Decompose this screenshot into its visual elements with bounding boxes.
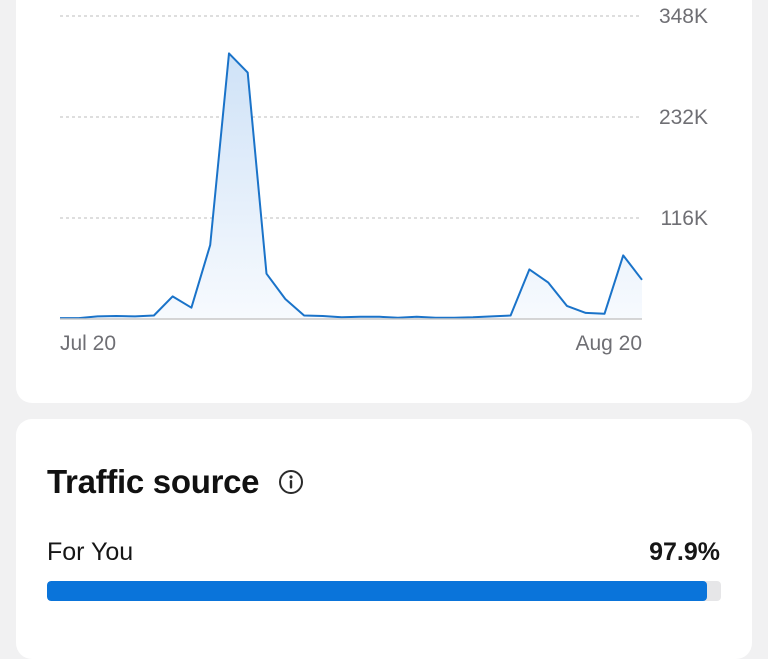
x-tick-label-start: Jul 20 bbox=[60, 332, 116, 355]
source-label-for-you: For You bbox=[47, 538, 133, 567]
series-line bbox=[60, 53, 642, 318]
y-tick-label: 232K bbox=[659, 106, 708, 129]
x-tick-label-end: Aug 20 bbox=[575, 332, 642, 355]
info-icon[interactable] bbox=[278, 469, 304, 495]
y-tick-label: 348K bbox=[659, 5, 708, 28]
source-progress-fill bbox=[47, 581, 707, 601]
traffic-source-title: Traffic source bbox=[47, 463, 259, 501]
views-line-chart: 116K 232K 348K Jul 20 Aug 20 bbox=[16, 0, 752, 403]
traffic-source-card: Traffic source For You 97.9% bbox=[16, 419, 752, 659]
views-chart-card: 116K 232K 348K Jul 20 Aug 20 bbox=[16, 0, 752, 403]
y-tick-label: 116K bbox=[661, 207, 709, 230]
source-progress-track bbox=[47, 581, 721, 601]
series-area-fill bbox=[60, 53, 642, 319]
source-value-for-you: 97.9% bbox=[649, 538, 720, 567]
